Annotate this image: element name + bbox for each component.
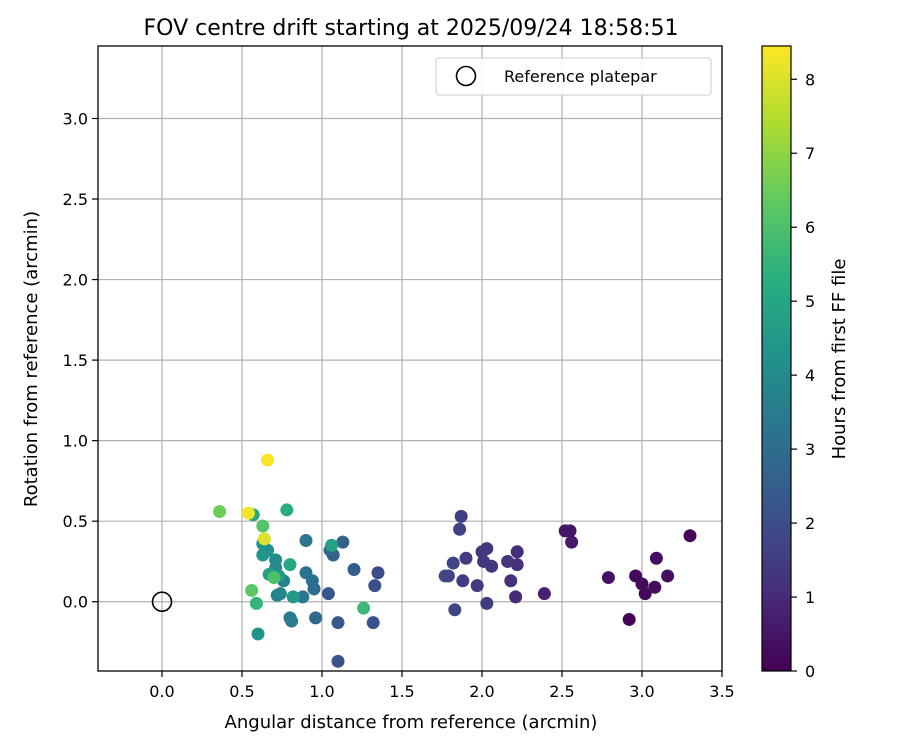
colorbar-tick-label: 3 — [805, 440, 815, 459]
y-tick-label: 2.0 — [63, 271, 88, 290]
x-axis-ticks: 0.0 0.5 1.0 1.5 2.0 2.5 3.0 3.5 — [149, 671, 735, 701]
data-point — [261, 453, 275, 467]
data-point — [283, 558, 297, 572]
data-point — [459, 551, 473, 565]
data-point — [251, 627, 265, 641]
data-point — [347, 563, 361, 577]
colorbar-tick-label: 4 — [805, 366, 815, 385]
data-points — [213, 453, 697, 668]
data-point — [283, 611, 297, 625]
data-point — [245, 583, 259, 597]
data-point — [480, 596, 494, 610]
data-point — [648, 580, 662, 594]
legend-box — [435, 57, 712, 96]
data-point — [601, 571, 615, 585]
x-tick-label: 2.5 — [549, 682, 574, 701]
legend-marker-open-circle — [455, 65, 477, 87]
x-tick-label: 1.5 — [389, 682, 414, 701]
data-point — [501, 554, 515, 568]
data-point — [280, 503, 294, 517]
data-point — [269, 553, 283, 567]
data-point — [504, 574, 518, 588]
data-point — [661, 569, 675, 583]
data-point — [470, 579, 484, 593]
data-point — [453, 522, 467, 536]
data-point — [448, 603, 462, 617]
data-point — [368, 579, 382, 593]
data-point — [325, 538, 339, 552]
colorbar-label: Hours from first FF file — [829, 259, 850, 460]
x-tick-label: 3.5 — [709, 682, 734, 701]
y-tick-label: 0.0 — [63, 593, 88, 612]
data-point — [299, 566, 313, 580]
x-tick-label: 3.0 — [629, 682, 654, 701]
data-point — [241, 506, 255, 520]
legend: Reference platepar — [435, 57, 712, 96]
data-point — [256, 548, 270, 562]
x-tick-label: 0.0 — [149, 682, 174, 701]
data-point — [286, 590, 300, 604]
reference-point-marker — [151, 591, 173, 613]
data-point — [509, 590, 523, 604]
data-point — [257, 532, 271, 546]
data-point — [256, 519, 270, 533]
y-tick-label: 2.5 — [63, 190, 88, 209]
x-axis-label: Angular distance from reference (arcmin) — [225, 712, 598, 733]
data-point — [371, 566, 385, 580]
plot-frame — [97, 45, 723, 672]
data-point — [299, 534, 313, 548]
data-point — [213, 505, 227, 519]
colorbar-tick-label: 7 — [805, 144, 815, 163]
chart-title: FOV centre drift starting at 2025/09/24 … — [144, 16, 679, 41]
y-tick-label: 3.0 — [63, 109, 88, 128]
data-point — [366, 616, 380, 630]
colorbar-tick-label: 0 — [805, 662, 815, 681]
data-point — [510, 545, 524, 559]
data-point — [321, 587, 335, 601]
data-point — [622, 612, 636, 626]
data-point — [446, 556, 460, 570]
data-point — [336, 535, 350, 549]
data-point — [249, 596, 263, 610]
data-point — [629, 569, 643, 583]
data-point — [563, 524, 577, 538]
y-tick-label: 1.5 — [63, 351, 88, 370]
colorbar-tick-label: 5 — [805, 292, 815, 311]
data-point — [475, 545, 489, 559]
legend-entry-reference-platepar: Reference platepar — [504, 67, 657, 86]
data-point — [683, 529, 697, 543]
data-point — [309, 611, 323, 625]
data-point — [331, 616, 345, 630]
data-point — [477, 554, 491, 568]
y-tick-label: 0.5 — [63, 512, 88, 531]
colorbar: 0 1 2 3 4 5 6 7 8 Hours from first FF file — [761, 45, 850, 681]
colorbar-tick-label: 6 — [805, 218, 815, 237]
colorbar-tick-label: 2 — [805, 514, 815, 533]
grid-lines — [98, 46, 723, 671]
colorbar-ticks: 0 1 2 3 4 5 6 7 8 — [791, 70, 815, 681]
data-point — [296, 590, 310, 604]
y-axis-label: Rotation from reference (arcmin) — [21, 211, 42, 507]
colorbar-gradient — [762, 46, 791, 671]
colorbar-tick-label: 1 — [805, 588, 815, 607]
data-point — [649, 551, 663, 565]
data-point — [456, 574, 470, 588]
data-point — [438, 569, 452, 583]
data-point — [331, 654, 345, 668]
data-point — [537, 587, 551, 601]
x-tick-label: 0.5 — [229, 682, 254, 701]
data-point — [273, 587, 287, 601]
y-axis-ticks: 0.0 0.5 1.0 1.5 2.0 2.5 3.0 — [63, 109, 98, 612]
data-point — [357, 601, 371, 615]
data-point — [565, 535, 579, 549]
x-tick-label: 2.0 — [469, 682, 494, 701]
y-tick-label: 1.0 — [63, 432, 88, 451]
colorbar-frame — [761, 45, 792, 672]
colorbar-tick-label: 8 — [805, 70, 815, 89]
x-tick-label: 1.0 — [309, 682, 334, 701]
data-point — [454, 509, 468, 523]
data-point — [267, 571, 281, 585]
